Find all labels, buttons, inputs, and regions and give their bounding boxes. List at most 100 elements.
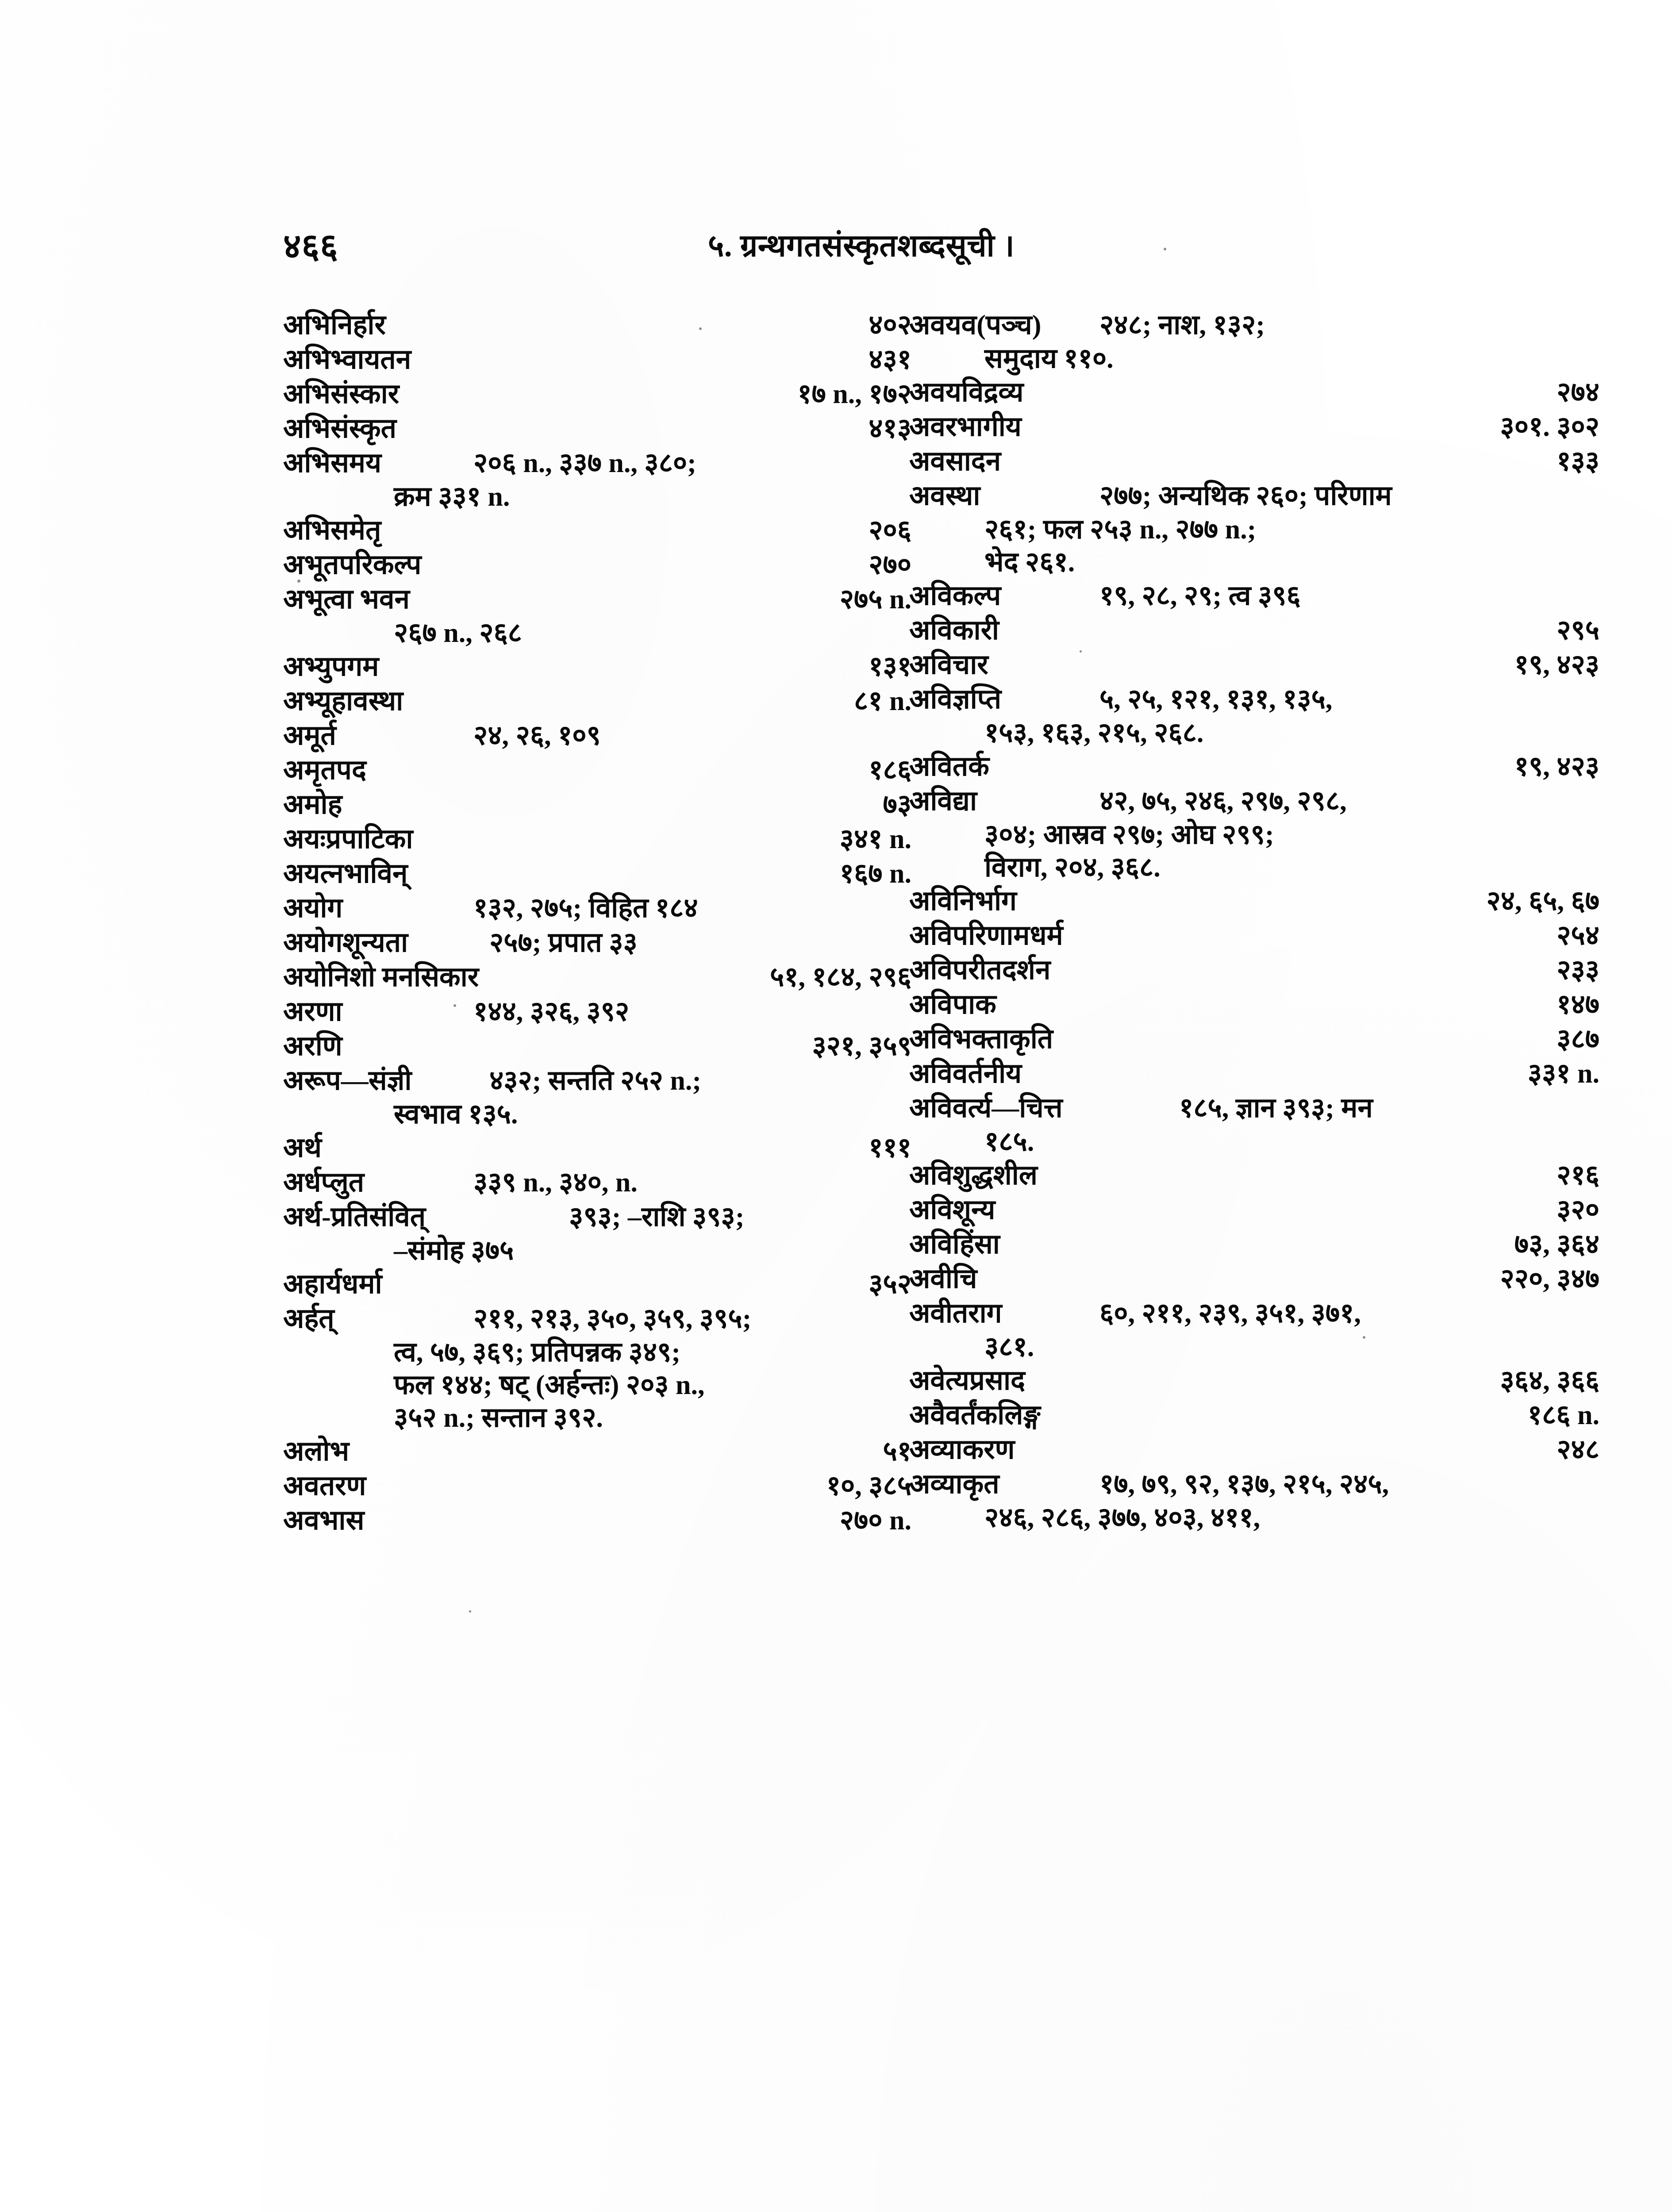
index-entry-line: अभूतपरिकल्प २७० [283,545,911,580]
index-entry-continuation: १८५. [909,1122,1599,1157]
index-page-refs: ३०१. ३०२ [1500,412,1599,442]
index-entry-continuation: १५३, १६३, २१५, २६८. [909,713,1599,748]
index-page-refs: स्वभाव १३५. [394,1099,518,1129]
index-entry: अविवर्त्य—चित्त १८५, ज्ञान ३९३; मन १८५. [909,1088,1599,1157]
index-page-refs: २११, २१३, ३५०, ३५९, ३९५; [473,1304,752,1334]
index-entry-continuation: विराग, २०४, ३६८. [909,848,1599,883]
scan-speck [454,1004,456,1007]
index-headword: अवस्था [909,481,980,511]
index-headword: अवैवर्तंकलिङ्ग [909,1400,1041,1430]
index-entry: अरणा १४४, ३२६, ३९२ [283,992,911,1027]
index-entry-line: अयोनिशो मनसिकार ५१, १८४, २९६ [283,957,911,992]
index-entry-continuation: ३५२ n.; सन्तान ३९२. [283,1398,911,1433]
index-headword: अभिभ्वायतन [283,345,411,375]
index-entry: अवरभागीय ३०१. ३०२ [909,407,1599,442]
index-headword: अभ्यूहावस्था [283,686,404,716]
index-entry-line: अविचार १९, ४२३ [909,645,1599,680]
index-headword: अर्थ [283,1133,322,1163]
index-entry-line: अवयव(पञ्च) २४८; नाश, १३२; [909,305,1599,340]
index-page-refs: १७, ७९, ९२, १३७, २१५, २४५, [1099,1469,1389,1499]
index-headword: अयोगशून्यता [283,928,408,958]
index-entry: अर्धप्लुत ३३९ n., ३४०, n. [283,1163,911,1198]
index-page-refs: विराग, २०४, ३६८. [984,853,1161,883]
index-headword: अवेत्यप्रसाद [909,1366,1025,1396]
index-entry: अविहिंसा ७३, ३६४ [909,1225,1599,1260]
index-page-refs: ३५२ n.; सन्तान ३९२. [394,1403,603,1433]
index-entry: अयोनिशो मनसिकार ५१, १८४, २९६ [283,957,911,992]
index-entry-line: अवैवर्तंकलिङ्ग १८६ n. [909,1395,1599,1430]
index-entry-line: अमूर्त २४, २६, १०९ [283,716,911,751]
index-entry: अविचार १९, ४२३ [909,645,1599,680]
index-entry: अविज्ञप्ति ५, २५, १२१, १३१, १३५, १५३, १६३,… [909,680,1599,748]
index-headword: अविभक्ताकृति [909,1024,1053,1054]
index-entry: अवितर्क १९, ४२३ [909,747,1599,782]
folio-number: ४६६ [283,227,338,265]
index-page-refs: २१६ [1557,1160,1599,1190]
index-page-refs: ३०४; आस्रव २९७; ओघ २९९; [984,820,1274,850]
index-page-refs: १७ n., १७२ [797,379,911,409]
index-headword: अवसादन [909,446,1001,476]
index-headword: अयःप्रपाटिका [283,824,413,854]
index-entry-line: अयःप्रपाटिका ३४१ n. [283,819,911,854]
index-entry-line: अविशुद्धशील २१६ [909,1156,1599,1190]
index-entry-line: अवेत्यप्रसाद ३६४, ३६६ [909,1361,1599,1396]
index-headword: अविशुद्धशील [909,1160,1038,1190]
index-entry: अयोगशून्यता २५७; प्रपात ३३ [283,923,911,958]
index-entry-line: अविपाक १४७ [909,985,1599,1020]
index-entry: अवभास २७० n. [283,1501,911,1536]
index-page-refs: १४४, ३२६, ३९२ [473,997,630,1027]
index-headword: अवरभागीय [909,412,1022,442]
index-page-refs: २७४ [1557,377,1599,407]
index-entry: अवसादन १३३ [909,442,1599,476]
index-entry-continuation: भेद २६१. [909,542,1599,577]
index-entry-line: अविज्ञप्ति ५, २५, १२१, १३१, १३५, [909,680,1599,714]
index-page-refs: १९, ४२३ [1514,752,1599,782]
index-headword: अर्धप्लुत [283,1167,365,1198]
index-entry: अमोह ७३ [283,785,911,820]
index-page-refs: २७५ n. [839,584,911,614]
index-headword: अवतरण [283,1471,366,1501]
index-column-left: अभिनिर्हार ४०२ अभिभ्वायतन ४३१ अभिसंस्कार १७ n… [283,305,911,1536]
index-entry-line: अवरभागीय ३०१. ३०२ [909,407,1599,442]
scan-speck [1164,248,1166,250]
index-headword: अरणि [283,1031,342,1061]
index-page-refs: –संमोह ३७५ [394,1236,514,1266]
index-headword: अविशून्य [909,1195,996,1225]
index-headword: अभिसंस्कार [283,379,400,409]
index-page-refs: २४८ [1557,1435,1599,1465]
index-entry-line: अहार्यधर्मा ३५२ [283,1264,911,1299]
index-headword: अभिनिर्हार [283,310,386,340]
index-page-refs: २२०, ३४७ [1500,1264,1599,1294]
index-column-right: अवयव(पञ्च) २४८; नाश, १३२; समुदाय ११०. अवयवि… [909,305,1599,1533]
index-page-refs: १६७ n. [839,859,911,889]
index-entry-line: अर्थ-प्रतिसंवित् ३९३; –राशि ३९३; [283,1197,911,1232]
index-page-refs: १३३ [1557,446,1599,476]
index-headword: अविवर्त्य—चित्त [909,1093,1063,1123]
index-headword: अवभास [283,1505,365,1536]
index-page-refs: १३२, २७५; विहित १८४ [473,893,698,923]
index-entry: अमृतपद १८६ [283,750,911,785]
index-page-refs: समुदाय ११०. [984,344,1114,374]
index-page-refs: त्व, ५७, ३६९; प्रतिपन्नक ३४९; [394,1337,680,1367]
index-headword: अवयव(पञ्च) [909,310,1042,340]
index-page-refs: २६१; फल २५३ n., २७७ n.; [984,515,1257,545]
index-headword: अविकल्प [909,581,1001,611]
index-entry-line: अविवर्त्य—चित्त १८५, ज्ञान ३९३; मन [909,1088,1599,1123]
index-entry-line: अवीचि २२०, ३४७ [909,1259,1599,1294]
index-entry-continuation: ३०४; आस्रव २९७; ओघ २९९; [909,815,1599,850]
index-headword: अभ्युपगम [283,652,379,682]
index-entry-continuation: स्वभाव १३५. [283,1094,911,1129]
index-entry-line: अविहिंसा ७३, ३६४ [909,1225,1599,1260]
index-headword: अभिसमेतृ [283,515,381,545]
index-entry: अव्याकरण २४८ [909,1430,1599,1465]
index-entry-line: अभिसमेतृ २०६ [283,511,911,545]
index-entry: अविद्या ४२, ७५, २४६, २९७, २९८, ३०४; आस्रव … [909,781,1599,883]
index-entry: अविभक्ताकृति ३८७ [909,1019,1599,1054]
index-entry-continuation: समुदाय ११०. [909,339,1599,374]
index-headword: अविहिंसा [909,1229,1000,1260]
index-entry-line: अरूप—संज्ञी ४३२; सन्तति २५२ n.; [283,1061,911,1096]
index-page-refs: ४१३ [869,414,911,444]
index-entry-line: अविपरीतदर्शन २३३ [909,950,1599,985]
index-page-refs: ६०, २११, २३९, ३५१, ३७१, [1099,1298,1361,1329]
